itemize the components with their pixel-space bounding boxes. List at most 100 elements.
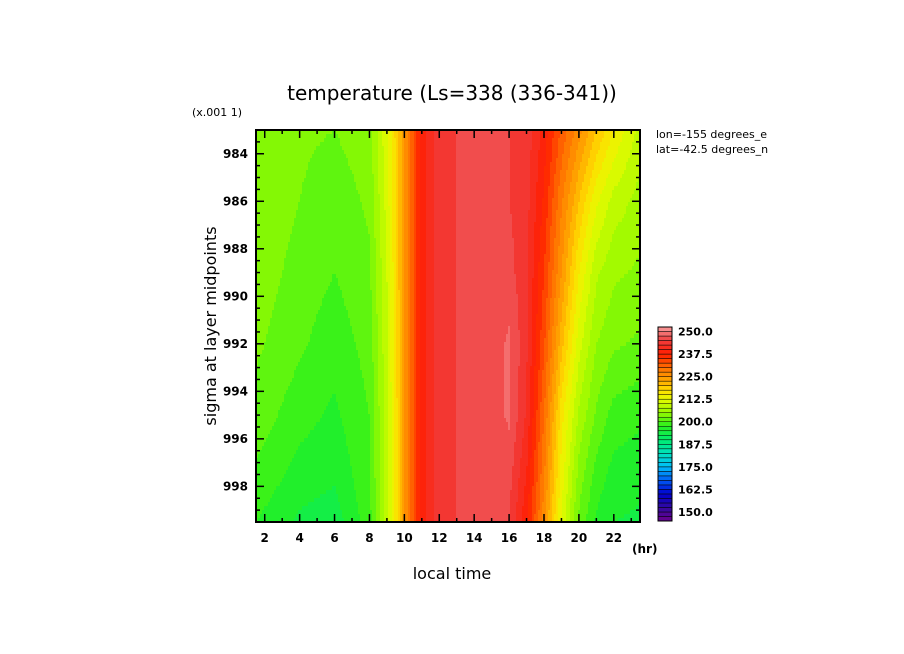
contour-fill-cell bbox=[426, 518, 435, 523]
contour-fill-cell bbox=[374, 230, 381, 235]
contour-fill-cell bbox=[552, 510, 557, 515]
contour-fill-cell bbox=[420, 266, 427, 271]
contour-fill-cell bbox=[542, 506, 547, 511]
contour-fill-cell bbox=[574, 274, 579, 279]
contour-fill-cell bbox=[400, 302, 403, 307]
contour-fill-cell bbox=[378, 182, 385, 187]
contour-fill-cell bbox=[576, 346, 583, 351]
contour-fill-cell bbox=[256, 158, 311, 163]
contour-fill-cell bbox=[388, 470, 393, 475]
contour-fill-cell bbox=[400, 354, 403, 359]
contour-fill-cell bbox=[402, 362, 405, 367]
contour-fill-cell bbox=[312, 330, 353, 335]
contour-fill-cell bbox=[434, 270, 457, 275]
contour-fill-cell bbox=[622, 174, 641, 179]
contour-fill-cell bbox=[340, 414, 371, 419]
contour-fill-cell bbox=[256, 358, 259, 363]
contour-fill-cell bbox=[374, 470, 381, 475]
contour-fill-cell bbox=[408, 222, 411, 227]
contour-fill-cell bbox=[320, 142, 341, 147]
contour-fill-cell bbox=[400, 446, 403, 451]
contour-fill-cell bbox=[580, 198, 587, 203]
contour-fill-cell bbox=[400, 490, 403, 495]
contour-fill-cell bbox=[372, 302, 377, 307]
contour-fill-cell bbox=[404, 494, 409, 499]
contour-fill-cell bbox=[552, 214, 557, 219]
contour-fill-cell bbox=[388, 358, 391, 363]
contour-fill-cell bbox=[544, 274, 549, 279]
contour-fill-cell bbox=[378, 142, 383, 147]
contour-fill-cell bbox=[434, 230, 457, 235]
contour-fill-cell bbox=[554, 306, 559, 311]
contour-fill-cell bbox=[540, 250, 547, 255]
contour-fill-cell bbox=[404, 246, 409, 251]
contour-fill-cell bbox=[392, 486, 395, 491]
contour-fill-cell bbox=[534, 238, 541, 243]
contour-fill-cell bbox=[410, 458, 415, 463]
contour-fill-cell bbox=[578, 178, 585, 183]
contour-fill-cell bbox=[398, 214, 403, 219]
contour-fill-cell bbox=[580, 138, 587, 143]
contour-fill-cell bbox=[632, 194, 641, 199]
contour-fill-cell bbox=[556, 446, 559, 451]
contour-fill-cell bbox=[516, 274, 529, 279]
contour-fill-cell bbox=[302, 186, 357, 191]
contour-fill-cell bbox=[546, 378, 551, 383]
contour-fill-cell bbox=[402, 314, 405, 319]
contour-fill-cell bbox=[364, 382, 375, 387]
contour-fill-cell bbox=[396, 230, 399, 235]
contour-fill-cell bbox=[532, 350, 537, 355]
contour-fill-cell bbox=[518, 310, 529, 315]
contour-fill-cell bbox=[598, 450, 615, 455]
contour-fill-cell bbox=[536, 438, 541, 443]
colorbar-label: 200.0 bbox=[678, 416, 713, 429]
contour-fill-cell bbox=[416, 398, 421, 403]
colorbar-swatch bbox=[657, 516, 673, 522]
contour-fill-cell bbox=[380, 210, 387, 215]
contour-fill-cell bbox=[582, 490, 591, 495]
contour-fill-cell bbox=[580, 502, 589, 507]
contour-fill-cell bbox=[528, 234, 535, 239]
contour-fill-cell bbox=[528, 442, 533, 447]
contour-fill-cell bbox=[540, 498, 545, 503]
contour-fill-cell bbox=[584, 274, 591, 279]
contour-fill-cell bbox=[420, 370, 427, 375]
contour-fill-cell bbox=[378, 146, 385, 151]
contour-fill-cell bbox=[388, 478, 393, 483]
contour-fill-cell bbox=[378, 354, 385, 359]
contour-fill-cell bbox=[568, 486, 573, 491]
contour-fill-cell bbox=[558, 254, 563, 259]
contour-fill-cell bbox=[526, 386, 531, 391]
contour-fill-cell bbox=[420, 314, 427, 319]
contour-fill-cell bbox=[552, 398, 555, 403]
contour-fill-cell bbox=[336, 398, 367, 403]
contour-fill-cell bbox=[536, 410, 541, 415]
contour-fill-cell bbox=[402, 170, 405, 175]
contour-fill-cell bbox=[526, 482, 531, 487]
contour-fill-cell bbox=[392, 394, 395, 399]
contour-fill-cell bbox=[532, 286, 539, 291]
contour-fill-cell bbox=[256, 346, 265, 351]
contour-fill-cell bbox=[538, 158, 547, 163]
contour-fill-cell bbox=[326, 406, 339, 411]
contour-fill-cell bbox=[294, 222, 367, 227]
contour-fill-cell bbox=[572, 386, 577, 391]
contour-fill-cell bbox=[570, 274, 575, 279]
contour-fill-cell bbox=[590, 206, 597, 211]
contour-fill-cell bbox=[510, 382, 519, 387]
contour-fill-cell bbox=[532, 310, 539, 315]
contour-fill-cell bbox=[420, 302, 427, 307]
contour-fill-cell bbox=[582, 182, 591, 187]
contour-fill-cell bbox=[550, 370, 555, 375]
contour-fill-cell bbox=[548, 470, 551, 475]
contour-fill-cell bbox=[626, 162, 641, 167]
contour-fill-cell bbox=[420, 294, 427, 299]
contour-fill-cell bbox=[326, 134, 339, 139]
contour-fill-cell bbox=[578, 454, 589, 459]
contour-fill-cell bbox=[530, 386, 535, 391]
contour-fill-cell bbox=[388, 314, 391, 319]
contour-fill-cell bbox=[574, 318, 579, 323]
contour-fill-cell bbox=[396, 162, 399, 167]
contour-fill-cell bbox=[388, 306, 391, 311]
contour-fill-cell bbox=[372, 510, 377, 515]
